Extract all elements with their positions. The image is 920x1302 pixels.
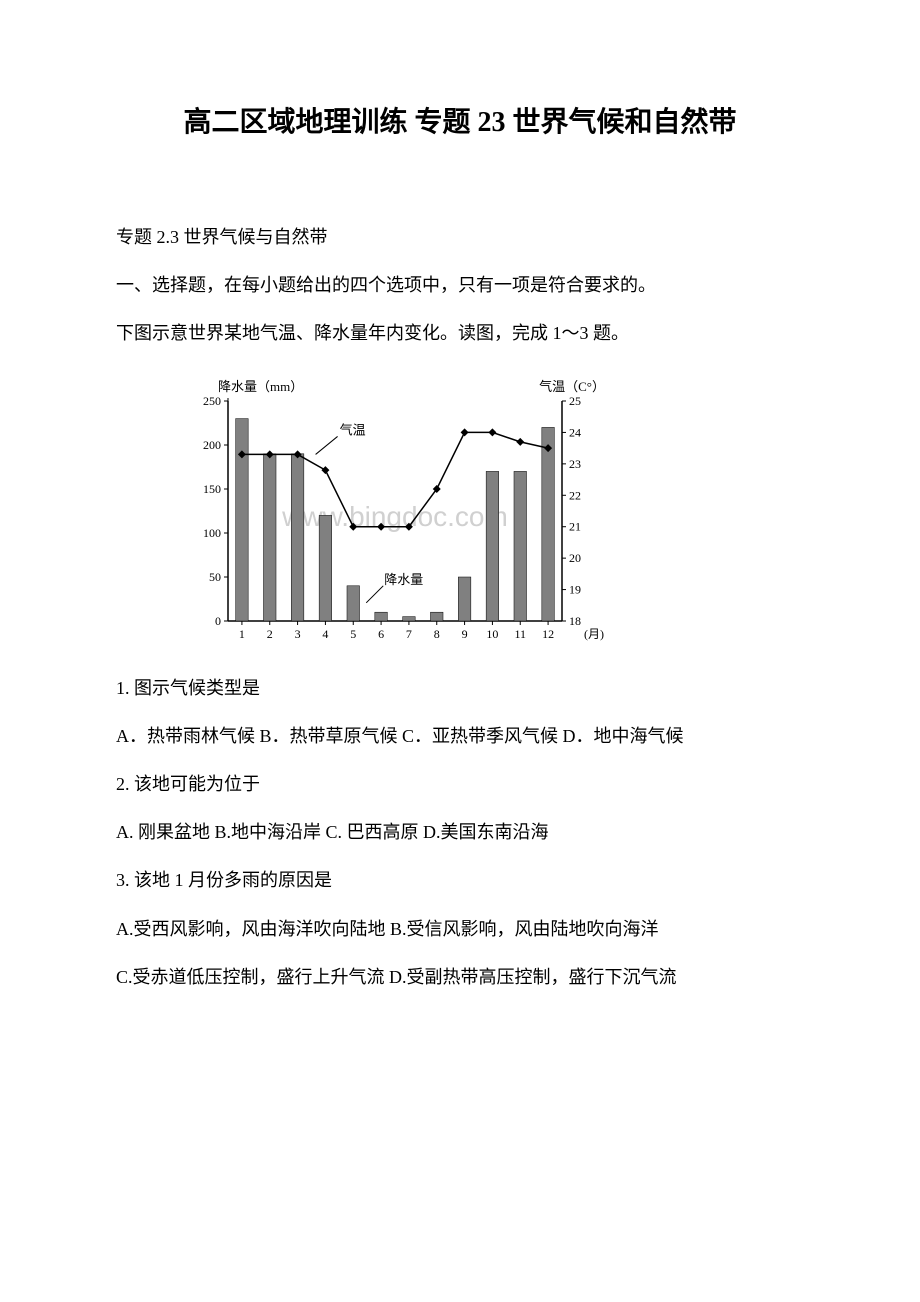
svg-text:8: 8 bbox=[434, 627, 440, 641]
svg-text:20: 20 bbox=[569, 551, 581, 565]
svg-text:19: 19 bbox=[569, 582, 581, 596]
svg-text:200: 200 bbox=[203, 438, 221, 452]
svg-text:5: 5 bbox=[350, 627, 356, 641]
chart-svg: www.bingdoc.com0501001502002501819202122… bbox=[180, 371, 610, 651]
climate-chart: www.bingdoc.com0501001502002501819202122… bbox=[180, 371, 610, 651]
svg-text:0: 0 bbox=[215, 614, 221, 628]
svg-text:(月): (月) bbox=[584, 627, 604, 641]
svg-text:4: 4 bbox=[322, 627, 328, 641]
question-1-options: A．热带雨林气候 B．热带草原气候 C．亚热带季风气候 D．地中海气候 bbox=[80, 719, 840, 753]
svg-text:11: 11 bbox=[514, 627, 526, 641]
svg-text:23: 23 bbox=[569, 456, 581, 470]
svg-text:50: 50 bbox=[209, 570, 221, 584]
subtitle: 专题 2.3 世界气候与自然带 bbox=[80, 220, 840, 254]
svg-text:2: 2 bbox=[267, 627, 273, 641]
svg-text:1: 1 bbox=[239, 627, 245, 641]
instruction: 一、选择题，在每小题给出的四个选项中，只有一项是符合要求的。 bbox=[80, 268, 840, 302]
question-3-options-b: C.受赤道低压控制，盛行上升气流 D.受副热带高压控制，盛行下沉气流 bbox=[80, 960, 840, 994]
svg-text:10: 10 bbox=[486, 627, 498, 641]
svg-text:降水量: 降水量 bbox=[384, 571, 423, 586]
svg-text:21: 21 bbox=[569, 519, 581, 533]
svg-text:150: 150 bbox=[203, 482, 221, 496]
svg-text:气温（C°）: 气温（C°） bbox=[539, 379, 605, 394]
svg-text:3: 3 bbox=[295, 627, 301, 641]
svg-text:7: 7 bbox=[406, 627, 412, 641]
svg-text:22: 22 bbox=[569, 488, 581, 502]
question-2: 2. 该地可能为位于 bbox=[80, 767, 840, 801]
svg-text:6: 6 bbox=[378, 627, 384, 641]
svg-text:12: 12 bbox=[542, 627, 554, 641]
svg-text:100: 100 bbox=[203, 526, 221, 540]
question-3: 3. 该地 1 月份多雨的原因是 bbox=[80, 863, 840, 897]
svg-text:降水量（mm）: 降水量（mm） bbox=[218, 379, 303, 394]
question-2-options: A. 刚果盆地 B.地中海沿岸 C. 巴西高原 D.美国东南沿海 bbox=[80, 815, 840, 849]
svg-text:9: 9 bbox=[462, 627, 468, 641]
svg-text:24: 24 bbox=[569, 425, 581, 439]
context: 下图示意世界某地气温、降水量年内变化。读图，完成 1～3 题。 bbox=[80, 316, 840, 350]
question-1: 1. 图示气候类型是 bbox=[80, 671, 840, 705]
question-3-options-a: A.受西风影响，风由海洋吹向陆地 B.受信风影响，风由陆地吹向海洋 bbox=[80, 912, 840, 946]
svg-text:250: 250 bbox=[203, 394, 221, 408]
svg-text:25: 25 bbox=[569, 394, 581, 408]
svg-text:气温: 气温 bbox=[340, 422, 366, 437]
svg-text:18: 18 bbox=[569, 614, 581, 628]
page-title: 高二区域地理训练 专题 23 世界气候和自然带 bbox=[80, 100, 840, 140]
